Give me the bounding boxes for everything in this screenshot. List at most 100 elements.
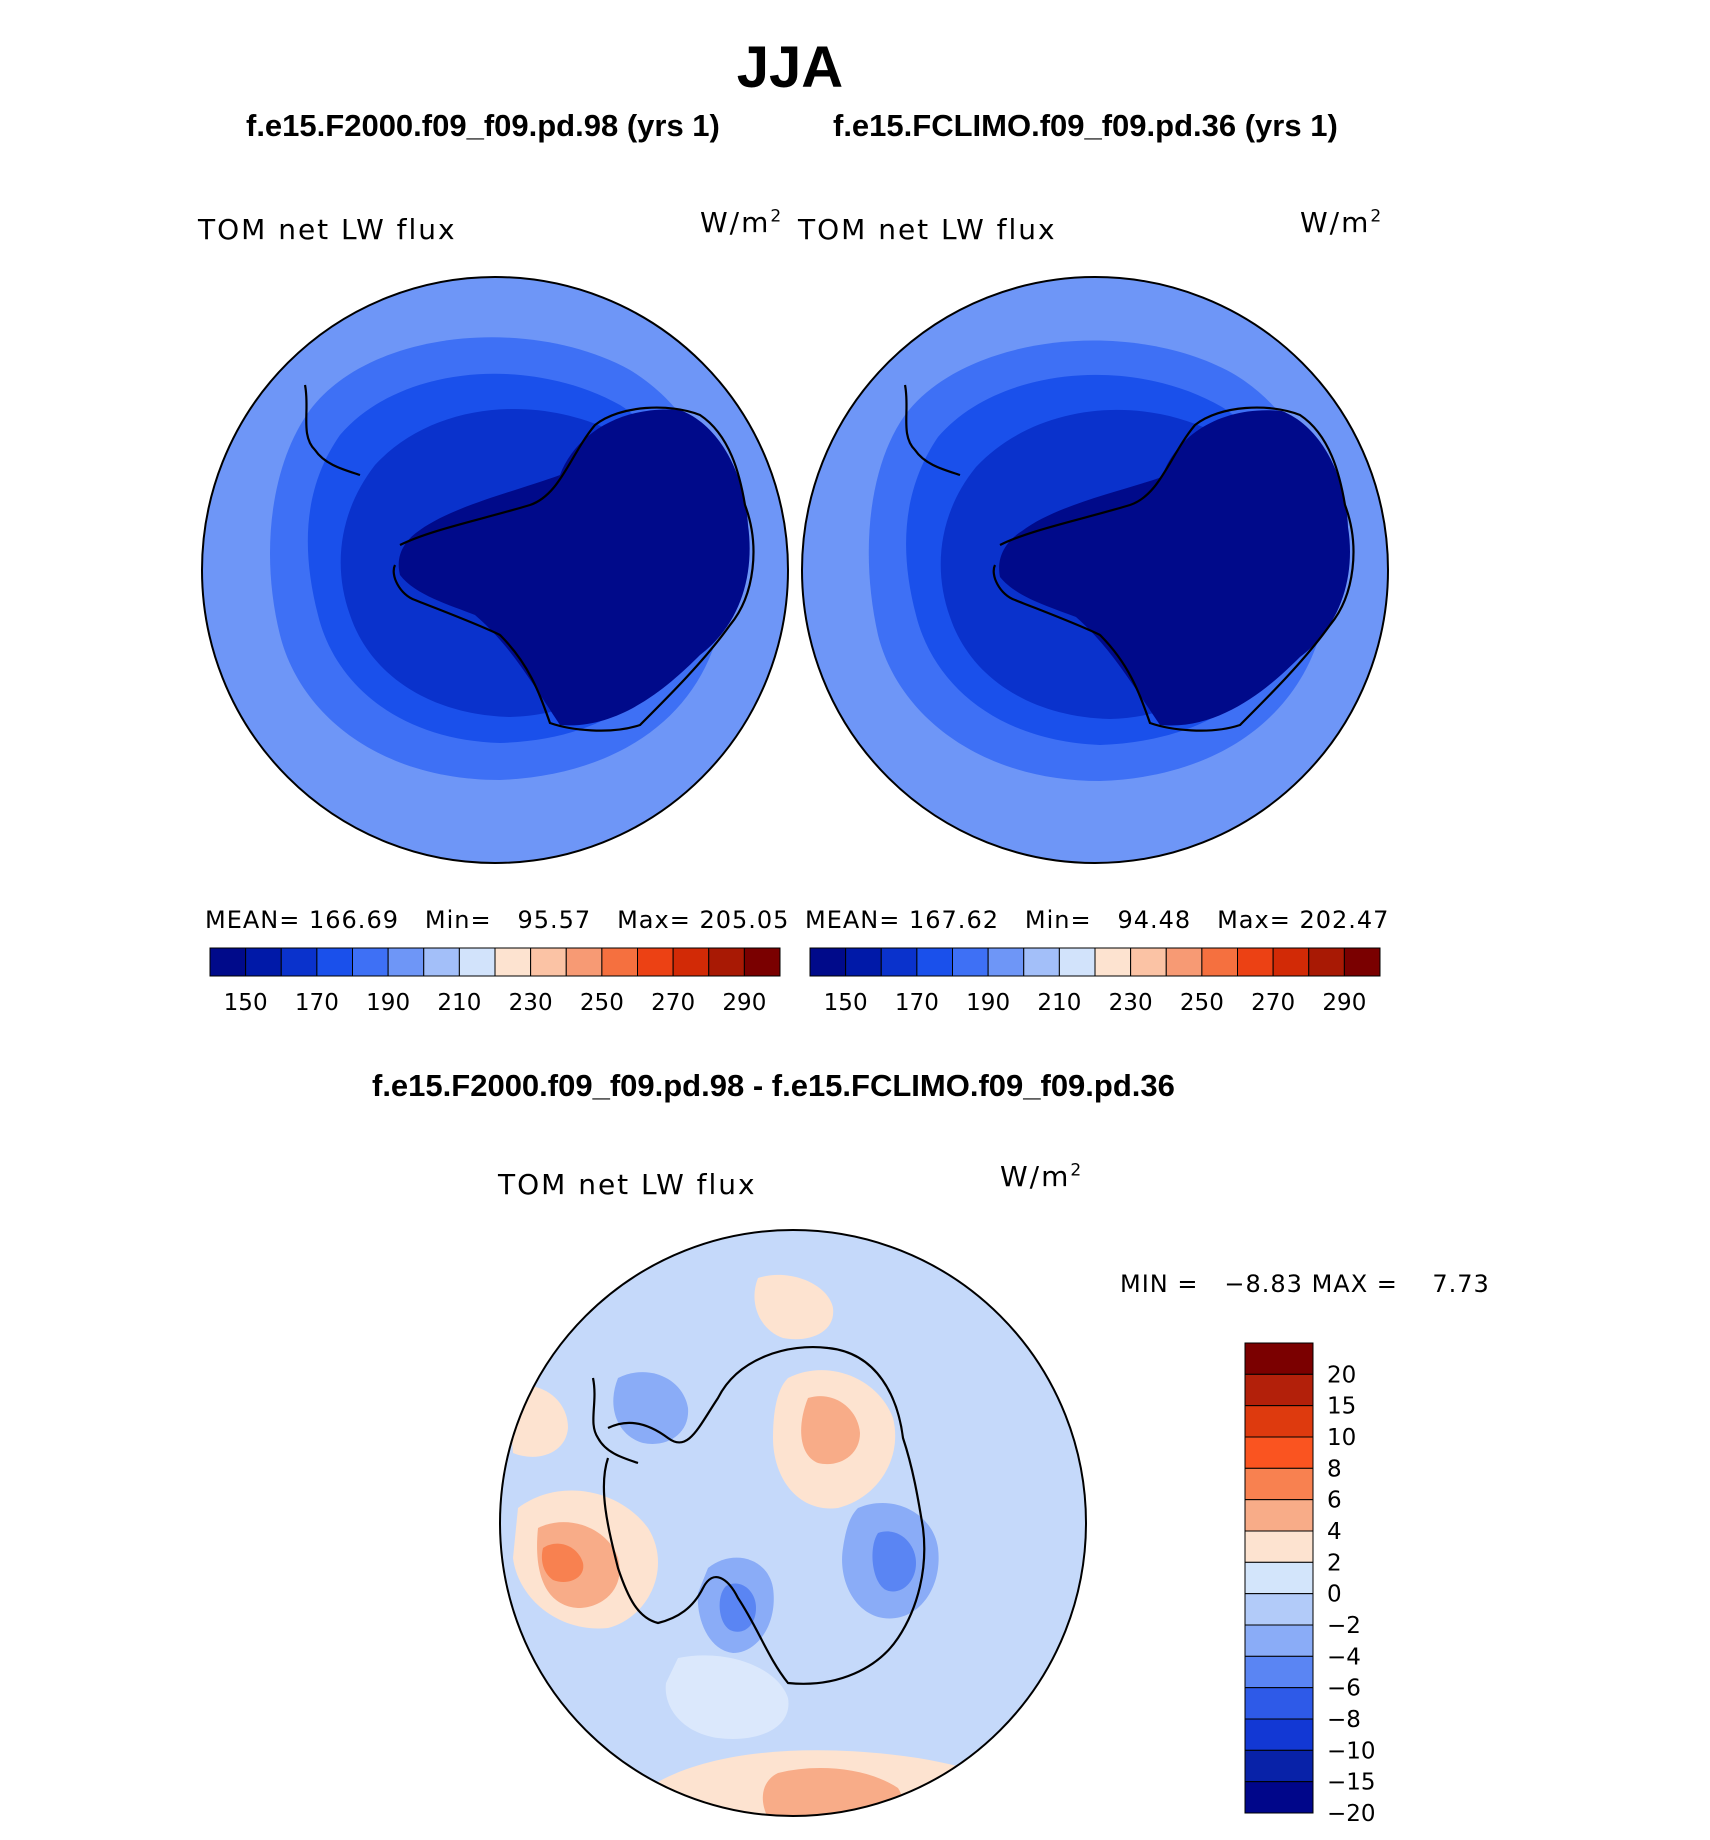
colorbar-panel-2-tick-label: 190 (966, 990, 1010, 1016)
colorbar-panel-2-tick-label: 170 (895, 990, 939, 1016)
colorbar-panel-1-swatch (743, 947, 781, 977)
colorbar-panel-2-swatch (1343, 947, 1381, 977)
colorbar-panel-2-swatch (1094, 947, 1132, 977)
diff-blob-13 (719, 1583, 756, 1632)
colorbar-panel-2-swatch (916, 947, 953, 977)
colorbar-panel-1-swatch (494, 947, 532, 977)
colorbar-diff-tick-label: 6 (1327, 1488, 1342, 1514)
colorbar-diff-tick-label: 20 (1327, 1362, 1356, 1388)
colorbar-panel-1-swatch (601, 947, 638, 977)
colorbar-diff-swatch (1244, 1436, 1314, 1469)
colorbar-panel-1-tick-label: 270 (651, 990, 695, 1016)
panel1-variable-label: TOM net LW flux (198, 213, 457, 246)
colorbar-diff-swatch (1244, 1655, 1314, 1689)
colorbar-panel-2-tick-label: 230 (1109, 990, 1153, 1016)
colorbar-panel-2-swatch (1130, 947, 1167, 977)
diff-blob-7 (762, 1768, 902, 1816)
colorbar-panel-2-swatch (1201, 947, 1238, 977)
colorbar-diff-swatch (1244, 1530, 1314, 1563)
colorbar-diff-tick-label: −10 (1327, 1738, 1376, 1764)
colorbar-panel-2-swatch (1272, 947, 1310, 977)
colorbar-diff-tick-label: 0 (1327, 1582, 1342, 1608)
colorbar-panel-2-swatch (987, 947, 1025, 977)
colorbar-panel-2-tick-label: 250 (1180, 990, 1224, 1016)
colorbar-panel-2-swatch (952, 947, 989, 977)
colorbar-diff-swatch (1244, 1593, 1314, 1626)
colorbar-diff-swatch (1244, 1749, 1314, 1783)
panel2-units: W/m2 (1300, 206, 1384, 239)
colorbar-panel-1-swatch (316, 947, 353, 977)
colorbar-panel-1-tick-label: 170 (295, 990, 339, 1016)
diff-blob-5 (801, 1396, 860, 1465)
colorbar-diff-swatch (1244, 1499, 1314, 1532)
diff-variable-label: TOM net LW flux (498, 1168, 757, 1201)
map1-coastline (392, 406, 755, 732)
colorbar-panel-2-swatch (1023, 947, 1060, 977)
diff-blob-3 (541, 1543, 584, 1583)
colorbar-panel-2-swatch (1165, 947, 1203, 977)
map-panel-1 (201, 276, 789, 864)
map-panel-diff (499, 1229, 1087, 1817)
colorbar-diff-tick-label: −6 (1327, 1676, 1361, 1702)
diff-blob-11 (872, 1531, 916, 1592)
colorbar-panel-2-tick-label: 290 (1322, 990, 1366, 1016)
colorbar-panel-2-swatch (809, 947, 847, 977)
colorbar-diff-swatch (1244, 1342, 1314, 1375)
colorbar-panel-1: 150 170 190 210 230 250 270 290 (209, 947, 781, 1016)
colorbar-panel-1-tick-label: 230 (509, 990, 553, 1016)
diff-coastline (602, 1346, 926, 1685)
colorbar-diff-swatch (1244, 1467, 1314, 1501)
colorbar-panel-2-swatch (1058, 947, 1096, 977)
colorbar-panel-1-swatch (565, 947, 603, 977)
colorbar-diff-swatch (1244, 1561, 1314, 1595)
colorbar-diff-swatch (1244, 1405, 1314, 1438)
map1-peninsula (303, 384, 361, 477)
colorbar-panel-1-swatch (387, 947, 425, 977)
map2-peninsula (903, 384, 961, 477)
colorbar-panel-1-tick-label: 150 (224, 990, 268, 1016)
diff-peninsula (591, 1377, 639, 1465)
diff-stats: MIN = −8.83 MAX = 7.73 (1120, 1270, 1490, 1298)
colorbar-diff-tick-label: 4 (1327, 1519, 1342, 1545)
colorbar-panel-1-swatch (672, 947, 710, 977)
map2-continent-core (999, 410, 1350, 726)
colorbar-panel-1-swatch (530, 947, 567, 977)
colorbar-diff-tick-label: 15 (1327, 1394, 1356, 1420)
colorbar-panel-1-swatch (458, 947, 496, 977)
colorbar-panel-1-swatch (637, 947, 674, 977)
colorbar-panel-2-tick-label: 210 (1037, 990, 1081, 1016)
panel2-stats: MEAN= 167.62 Min= 94.48 Max= 202.47 (805, 906, 1390, 934)
colorbar-panel-1-swatch (423, 947, 460, 977)
colorbar-panel-2-tick-label: 270 (1251, 990, 1295, 1016)
colorbar-panel-1-swatch (209, 947, 247, 977)
colorbar-diff-swatch (1244, 1373, 1314, 1407)
colorbar-diff-tick-label: 10 (1327, 1425, 1356, 1451)
colorbar-diff-swatch (1244, 1624, 1314, 1657)
colorbar-panel-2-swatch (880, 947, 918, 977)
panel2-variable-label: TOM net LW flux (798, 213, 1057, 246)
colorbar-diff-tick-label: 2 (1327, 1550, 1342, 1576)
colorbar-panel-1-swatch (708, 947, 745, 977)
main-title: JJA (736, 35, 844, 100)
panel1-stats: MEAN= 166.69 Min= 95.57 Max= 205.05 (205, 906, 790, 934)
diff-title: f.e15.F2000.f09_f09.pd.98 - f.e15.FCLIMO… (372, 1068, 1175, 1103)
colorbar-panel-1-swatch (245, 947, 282, 977)
colorbar-panel-2: 150 170 190 210 230 250 270 290 (809, 947, 1381, 1016)
diff-blob-15 (665, 1655, 789, 1739)
diff-blob-9 (754, 1274, 834, 1340)
colorbar-panel-2-tick-label: 150 (824, 990, 868, 1016)
colorbar-diff-tick-label: −8 (1327, 1707, 1361, 1733)
colorbar-panel-1-swatch (280, 947, 318, 977)
colorbar-panel-1-tick-label: 250 (580, 990, 624, 1016)
map1-continent-core (398, 409, 750, 726)
colorbar-panel-1-tick-label: 290 (722, 990, 766, 1016)
colorbar-diff-tick-label: −15 (1327, 1770, 1376, 1796)
diff-units: W/m2 (1000, 1160, 1084, 1193)
colorbar-panel-1-swatch (352, 947, 389, 977)
colorbar-diff-swatch (1244, 1718, 1314, 1751)
colorbar-panel-2-swatch (845, 947, 882, 977)
colorbar-diff-tick-label: −2 (1327, 1613, 1361, 1639)
colorbar-panel-2-swatch (1237, 947, 1274, 977)
panel2-case-title: f.e15.FCLIMO.f09_f09.pd.36 (yrs 1) (833, 108, 1338, 143)
